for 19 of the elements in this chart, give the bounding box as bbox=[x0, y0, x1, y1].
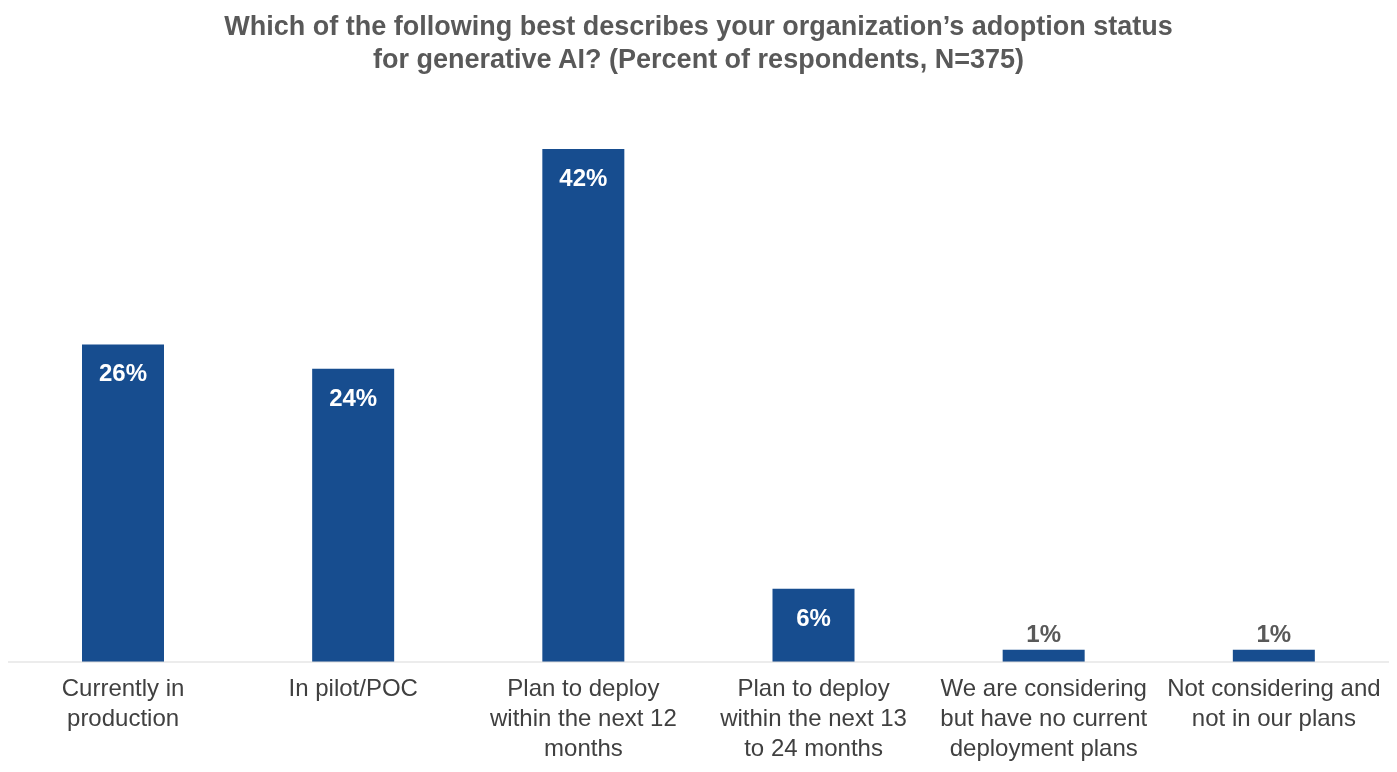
data-label: 1% bbox=[1026, 619, 1062, 647]
data-label: 6% bbox=[796, 603, 831, 631]
data-label: 26% bbox=[98, 359, 148, 387]
data-label: 24% bbox=[329, 383, 378, 411]
chart-title: Which of the following best describes your organization’s adoption status for generative AI? (Percent of respondents, N=375) bbox=[223, 10, 1174, 76]
bar bbox=[82, 344, 164, 662]
bar bbox=[542, 149, 625, 662]
data-label: 42% bbox=[559, 164, 608, 191]
bar bbox=[1232, 649, 1315, 662]
x-tick-label: We are considering but have no current deployment plans bbox=[940, 674, 1148, 761]
x-tick-label: In pilot/POC bbox=[288, 674, 418, 701]
data-label: 1% bbox=[1256, 619, 1292, 647]
x-tick-label: Plan to deploy within the next 13 to 24 months bbox=[719, 674, 907, 761]
x-tick-label: Currently in production bbox=[61, 674, 185, 731]
bar bbox=[772, 588, 855, 662]
x-tick-label: Plan to deploy within the next 12 months bbox=[489, 674, 677, 761]
bar bbox=[312, 368, 395, 662]
bar bbox=[1002, 649, 1085, 662]
x-tick-label: Not considering and not in our plans bbox=[1167, 674, 1381, 731]
